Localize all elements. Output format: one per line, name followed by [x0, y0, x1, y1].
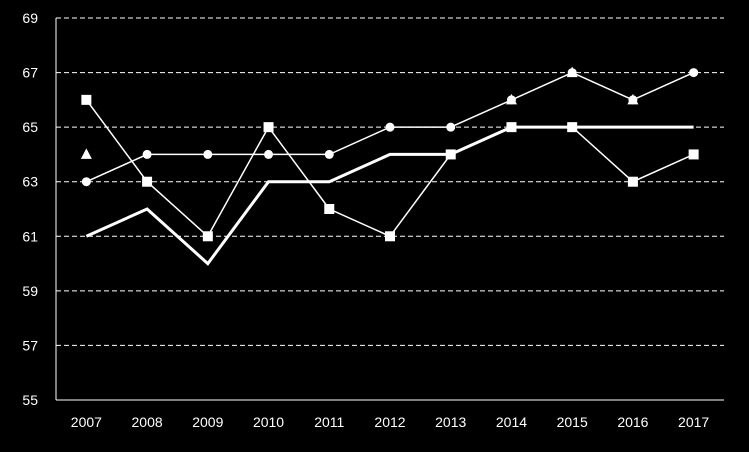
gridlines	[56, 17, 724, 346]
x-tick-label: 2014	[496, 414, 527, 430]
data-point-triangle	[627, 93, 639, 105]
tick-labels: 55 57 59 61 63 65 67 69 2007 2008 2009 2010 2011 2012…	[22, 10, 709, 430]
x-tick-label: 2017	[678, 414, 709, 430]
y-tick-label: 55	[22, 392, 38, 408]
y-tick-label: 65	[22, 119, 38, 135]
data-point-circle	[142, 149, 152, 159]
data-point-circle	[385, 122, 395, 132]
y-tick-label: 57	[22, 337, 38, 353]
data-point-triangle	[80, 148, 92, 159]
y-tick-label: 69	[22, 10, 38, 26]
data-point-square	[385, 231, 395, 242]
data-point-square	[324, 204, 335, 214]
y-tick-label: 61	[22, 228, 38, 244]
series-2-line	[85, 99, 694, 238]
x-tick-label: 2007	[71, 414, 102, 430]
x-tick-label: 2016	[617, 414, 648, 430]
series-3	[85, 125, 694, 266]
y-tick-label: 67	[22, 65, 38, 81]
series-group	[80, 66, 699, 266]
data-point-circle	[689, 68, 699, 78]
data-point-circle	[446, 122, 456, 132]
data-point-square	[81, 94, 92, 105]
series-1	[81, 68, 699, 187]
x-tick-label: 2012	[374, 414, 405, 430]
y-tick-label: 63	[22, 174, 38, 190]
series-4	[80, 66, 639, 159]
data-point-triangle	[505, 93, 517, 105]
data-point-square	[202, 231, 213, 242]
series-2	[81, 94, 699, 242]
data-point-circle	[264, 149, 274, 159]
data-point-circle	[81, 177, 91, 187]
x-tick-label: 2013	[435, 414, 466, 430]
x-tick-label: 2015	[557, 414, 588, 430]
data-point-triangle	[566, 66, 578, 78]
x-tick-label: 2010	[253, 414, 284, 430]
data-point-square	[688, 149, 699, 160]
series-3-line	[85, 125, 694, 266]
x-tick-label: 2011	[314, 414, 344, 430]
data-point-square	[263, 122, 274, 133]
data-point-circle	[203, 149, 213, 159]
data-point-square	[142, 176, 153, 187]
axes	[55, 18, 724, 401]
x-tick-label: 2008	[132, 414, 163, 430]
y-tick-label: 59	[22, 283, 38, 299]
data-point-square	[627, 176, 638, 187]
data-point-circle	[324, 149, 334, 159]
x-tick-label: 2009	[192, 414, 223, 430]
